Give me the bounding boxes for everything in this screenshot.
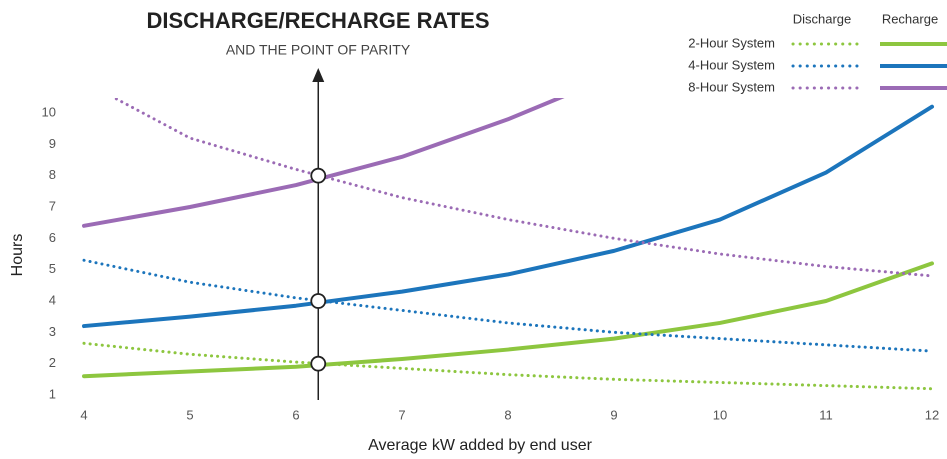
x-tick-label: 9 [610, 407, 617, 422]
recharge-line [82, 104, 934, 329]
x-tick-label: 11 [819, 407, 833, 422]
chart-subtitle: AND THE POINT OF PARITY [226, 42, 411, 58]
chart-title: DISCHARGE/RECHARGE RATES [146, 8, 489, 33]
y-tick-label: 2 [49, 355, 56, 370]
parity-arrow [312, 68, 325, 82]
recharge-line [82, 98, 565, 228]
x-tick-label: 5 [186, 407, 193, 422]
plot-area [82, 98, 934, 391]
discharge-line [82, 341, 934, 391]
parity-point [310, 293, 327, 309]
x-tick-label: 6 [292, 407, 299, 422]
y-axis-label: Hours [9, 234, 26, 277]
y-tick-label: 1 [49, 386, 56, 401]
x-axis-label: Average kW added by end user [368, 437, 593, 454]
legend-label: 4-Hour System [688, 57, 775, 72]
y-tick-label: 10 [42, 104, 56, 119]
parity-point [310, 167, 327, 184]
x-tick-label: 7 [398, 407, 405, 422]
y-tick-label: 6 [49, 230, 56, 245]
legend-header: Recharge [882, 11, 938, 26]
legend-label: 2-Hour System [688, 35, 775, 50]
parity-point [310, 355, 327, 372]
recharge-line [82, 261, 934, 379]
y-tick-label: 7 [49, 198, 56, 213]
legend-label: 8-Hour System [688, 79, 775, 94]
discharge-line [82, 258, 934, 353]
y-tick-label: 9 [49, 136, 56, 151]
y-tick-label: 4 [49, 292, 56, 307]
discharge-line [111, 98, 934, 278]
x-tick-label: 8 [504, 407, 511, 422]
x-tick-label: 4 [80, 407, 87, 422]
x-tick-label: 12 [925, 407, 939, 422]
x-tick-label: 10 [713, 407, 727, 422]
y-tick-label: 5 [49, 261, 56, 276]
y-tick-label: 3 [49, 324, 56, 339]
y-tick-label: 8 [49, 167, 56, 182]
legend-header: Discharge [793, 11, 852, 26]
